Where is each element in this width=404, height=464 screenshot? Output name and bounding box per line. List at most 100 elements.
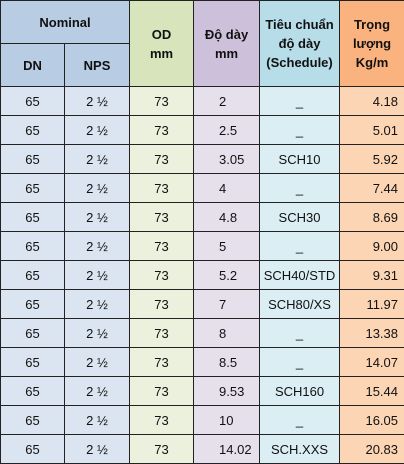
header-thickness-line1: Độ dày	[194, 25, 259, 44]
thickness-value: 5.2	[219, 268, 259, 283]
weight-cell: 14.07	[340, 348, 404, 377]
header-schedule-line3: (Schedule)	[260, 53, 339, 72]
nps-cell: 2 ½	[65, 406, 130, 435]
dn-cell: 65	[1, 261, 65, 290]
od-cell: 73	[130, 116, 194, 145]
dn-cell: 65	[1, 116, 65, 145]
header-dn: DN	[1, 44, 65, 87]
od-cell: 73	[130, 290, 194, 319]
od-cell: 73	[130, 348, 194, 377]
thickness-value: 2	[219, 94, 259, 109]
dn-cell: 65	[1, 435, 65, 464]
nps-cell: 2 ½	[65, 290, 130, 319]
header-od: OD mm	[130, 1, 194, 87]
nps-cell: 2 ½	[65, 232, 130, 261]
weight-cell: 4.18	[340, 87, 404, 116]
thickness-value: 4	[219, 181, 259, 196]
schedule-cell: SCH160	[260, 377, 340, 406]
schedule-cell: SCH10	[260, 145, 340, 174]
nps-cell: 2 ½	[65, 319, 130, 348]
weight-cell: 5.01	[340, 116, 404, 145]
thickness-cell: 3.05	[194, 145, 260, 174]
weight-cell: 16.05	[340, 406, 404, 435]
header-nominal: Nominal	[1, 1, 130, 44]
thickness-value: 3.05	[219, 152, 259, 167]
od-cell: 73	[130, 203, 194, 232]
header-od-line2: mm	[130, 44, 193, 63]
schedule-cell: _	[260, 319, 340, 348]
od-cell: 73	[130, 87, 194, 116]
schedule-cell: SCH30	[260, 203, 340, 232]
od-cell: 73	[130, 174, 194, 203]
thickness-cell: 5	[194, 232, 260, 261]
header-thickness-line2: mm	[194, 44, 259, 63]
header-weight-line1: Trọng	[340, 15, 404, 34]
weight-cell: 9.00	[340, 232, 404, 261]
thickness-cell: 10	[194, 406, 260, 435]
od-cell: 73	[130, 406, 194, 435]
thickness-cell: 2.5	[194, 116, 260, 145]
dn-cell: 65	[1, 290, 65, 319]
schedule-cell: _	[260, 174, 340, 203]
thickness-cell: 8.5	[194, 348, 260, 377]
header-schedule: Tiêu chuẩn độ dày (Schedule)	[260, 1, 340, 87]
thickness-cell: 14.02	[194, 435, 260, 464]
schedule-cell: SCH80/XS	[260, 290, 340, 319]
schedule-cell: _	[260, 348, 340, 377]
schedule-cell: _	[260, 406, 340, 435]
schedule-cell: SCH40/STD	[260, 261, 340, 290]
nps-cell: 2 ½	[65, 435, 130, 464]
nps-cell: 2 ½	[65, 261, 130, 290]
thickness-cell: 7	[194, 290, 260, 319]
dn-cell: 65	[1, 319, 65, 348]
thickness-value: 10	[219, 413, 259, 428]
header-weight: Trọng lượng Kg/m	[340, 1, 404, 87]
weight-cell: 8.69	[340, 203, 404, 232]
thickness-value: 4.8	[219, 210, 259, 225]
thickness-cell: 8	[194, 319, 260, 348]
schedule-cell: _	[260, 232, 340, 261]
weight-cell: 11.97	[340, 290, 404, 319]
nps-cell: 2 ½	[65, 174, 130, 203]
nps-cell: 2 ½	[65, 145, 130, 174]
nps-cell: 2 ½	[65, 116, 130, 145]
header-weight-line3: Kg/m	[340, 53, 404, 72]
dn-cell: 65	[1, 174, 65, 203]
thickness-value: 9.53	[219, 384, 259, 399]
nps-cell: 2 ½	[65, 348, 130, 377]
header-thickness: Độ dày mm	[194, 1, 260, 87]
thickness-value: 14.02	[219, 442, 259, 457]
dn-cell: 65	[1, 348, 65, 377]
schedule-cell: SCH.XXS	[260, 435, 340, 464]
dn-cell: 65	[1, 377, 65, 406]
dn-cell: 65	[1, 203, 65, 232]
nps-cell: 2 ½	[65, 377, 130, 406]
nps-cell: 2 ½	[65, 87, 130, 116]
dn-cell: 65	[1, 406, 65, 435]
od-cell: 73	[130, 377, 194, 406]
thickness-value: 8.5	[219, 355, 259, 370]
thickness-cell: 2	[194, 87, 260, 116]
weight-cell: 15.44	[340, 377, 404, 406]
weight-cell: 5.92	[340, 145, 404, 174]
header-schedule-line2: độ dày	[260, 34, 339, 53]
dn-cell: 65	[1, 232, 65, 261]
thickness-value: 2.5	[219, 123, 259, 138]
od-cell: 73	[130, 319, 194, 348]
dn-cell: 65	[1, 87, 65, 116]
header-weight-line2: lượng	[340, 34, 404, 53]
weight-cell: 7.44	[340, 174, 404, 203]
